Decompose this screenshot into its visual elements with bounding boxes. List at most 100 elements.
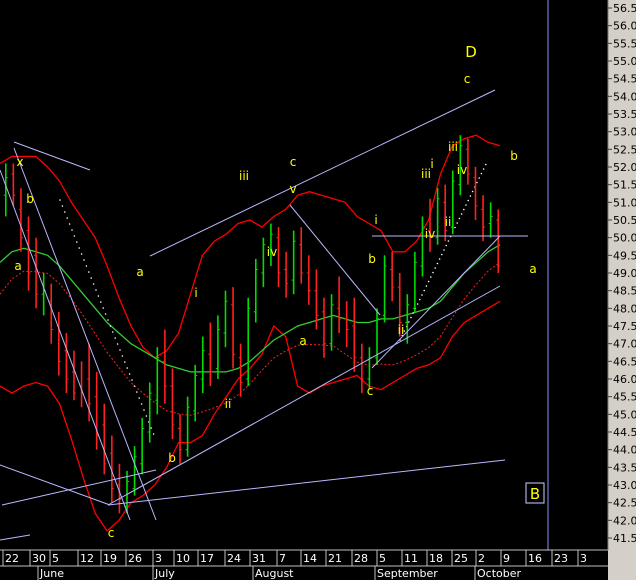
date-tick-label: 23: [554, 552, 568, 565]
wave-label-D: D: [465, 43, 477, 61]
date-tick-label: 16: [528, 552, 542, 565]
trendline: [13, 147, 157, 521]
price-tick-label: 47.5: [613, 320, 636, 333]
price-tick-label: 46.0: [613, 373, 636, 386]
wave-label-x: x: [16, 155, 23, 169]
price-tick-label: 55.5: [613, 37, 636, 50]
wave-label-b: b: [26, 192, 34, 206]
price-tick-label: 48.0: [613, 302, 636, 315]
price-tick-label: 55.0: [613, 55, 636, 68]
bollinger-upper-line: [0, 134, 501, 359]
wave-label-ii: ii: [398, 323, 405, 337]
wave-label-b: b: [368, 252, 376, 266]
projection-dot: [136, 391, 138, 393]
projection-dot: [131, 379, 133, 381]
trendline: [0, 464, 111, 506]
trendline: [107, 459, 506, 506]
date-tick-label: 5: [52, 552, 59, 565]
price-tick-label: 56.0: [613, 20, 636, 33]
date-tick-label: 14: [303, 552, 317, 565]
projection-dot: [66, 217, 68, 219]
trendline: [371, 235, 501, 369]
projection-dot: [138, 397, 140, 399]
bollinger-bands: [0, 134, 501, 532]
projection-dot: [88, 271, 90, 273]
price-tick-label: 42.5: [613, 497, 636, 510]
projection-dot: [119, 349, 121, 351]
trendline: [149, 89, 496, 257]
box-label-text: B: [530, 485, 540, 503]
wave-label-iii: iii: [239, 169, 249, 183]
projection-dot: [140, 403, 143, 405]
projection-dot: [68, 223, 71, 225]
projection-dot: [128, 373, 131, 375]
projection-dot: [78, 247, 80, 249]
projection-dot: [412, 312, 415, 314]
wave-label-i: i: [194, 286, 197, 300]
wave-label-i: i: [430, 157, 433, 171]
price-tick-label: 54.5: [613, 73, 636, 86]
projection-dot: [124, 361, 126, 363]
price-tick-label: 51.5: [613, 179, 636, 192]
price-tick-label: 44.0: [613, 444, 636, 457]
price-tick-label: 54.0: [613, 90, 636, 103]
price-tick-label: 56.5: [613, 2, 636, 15]
price-tick-label: 49.5: [613, 249, 636, 262]
price-tick-label: 45.5: [613, 391, 636, 404]
wave-label-iii: iii: [421, 167, 431, 181]
projection-dot: [97, 295, 100, 297]
price-tick-label: 53.5: [613, 108, 636, 121]
wave-label-c: c: [108, 526, 115, 540]
projection-dot: [80, 253, 83, 255]
wave-label-c: c: [290, 155, 297, 169]
date-tick-label: 19: [103, 552, 117, 565]
projection-dot: [92, 283, 95, 285]
price-tick-label: 50.5: [613, 214, 636, 227]
projection-dot: [438, 258, 441, 260]
projection-dot: [71, 229, 73, 231]
trendline: [13, 141, 91, 171]
bollinger-lower-line: [0, 300, 501, 532]
moving-averages: [0, 244, 501, 416]
date-tick-label: 21: [328, 552, 342, 565]
wave-label-iv: iv: [267, 245, 277, 259]
price-axis-panel: [608, 0, 636, 580]
price-tick-label: 51.0: [613, 196, 636, 209]
projection-dot: [73, 235, 76, 237]
month-label: June: [39, 567, 64, 580]
projection-dot: [482, 168, 485, 170]
wave-label-ii: ii: [225, 397, 232, 411]
wave-label-b: b: [510, 149, 518, 163]
price-tick-label: 52.0: [613, 161, 636, 174]
projection-dot: [150, 427, 152, 429]
b-box-label: B: [525, 482, 545, 504]
price-tick-label: 43.0: [613, 479, 636, 492]
projection-dot: [460, 213, 463, 215]
projection-dot: [423, 289, 426, 292]
projection-dot: [419, 298, 421, 301]
projection-dot: [112, 331, 114, 333]
projection-dot: [104, 313, 107, 315]
date-tick-label: 10: [176, 552, 190, 565]
price-axis: 41.5 42.0 42.5 43.0 43.5 44.0 44.5 45.0 45.5 46.0…: [607, 0, 636, 580]
projection-dot: [471, 190, 474, 193]
price-tick-label: 48.5: [613, 285, 636, 298]
projection-dot: [95, 289, 97, 291]
date-tick-label: 28: [354, 552, 368, 565]
date-tick-label: 9: [503, 552, 510, 565]
projection-dot: [152, 433, 155, 435]
projection-dot: [133, 385, 136, 387]
projection-dot: [430, 276, 432, 278]
projection-dot: [458, 217, 461, 220]
price-tick-label: 49.0: [613, 267, 636, 280]
trendline: [0, 169, 131, 521]
trendline: [107, 285, 501, 506]
price-tick-label: 47.0: [613, 338, 636, 351]
price-tick-label: 46.5: [613, 355, 636, 368]
projection-dot: [463, 208, 465, 211]
month-label: July: [154, 567, 175, 580]
price-tick-label: 50.0: [613, 232, 636, 245]
projection-dot: [403, 330, 406, 332]
projection-dot: [107, 319, 109, 321]
